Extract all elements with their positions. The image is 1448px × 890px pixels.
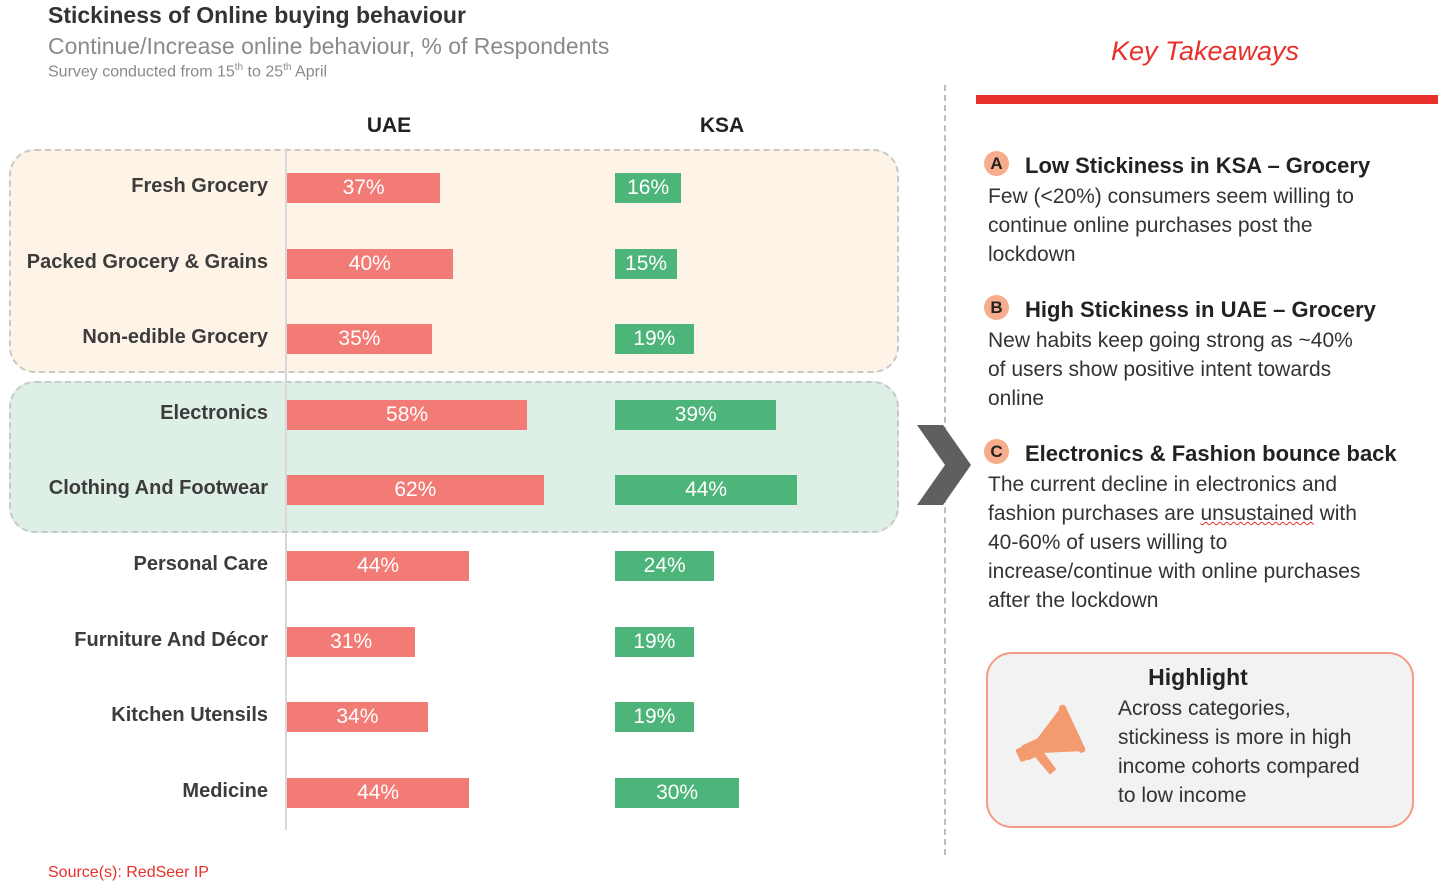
key-takeaways-underline — [976, 95, 1438, 104]
uae-bar: 31% — [287, 626, 416, 657]
bar-value-label: 58% — [386, 402, 429, 426]
bar-value-label: 44% — [357, 780, 400, 804]
bar-value-label: 37% — [342, 176, 385, 199]
chart-subtitle: Continue/Increase online behaviour, % of… — [48, 33, 610, 59]
takeaway-c-line-2-end: with — [1313, 502, 1357, 525]
category-label: Fresh Grocery — [131, 175, 268, 197]
bar-value-label: 44% — [357, 554, 400, 577]
takeaway-b-line: New habits keep going strong as ~40% — [988, 329, 1353, 352]
category-label: Medicine — [182, 779, 268, 802]
survey-note: Survey conducted from 15th to 25th April — [48, 62, 327, 81]
highlight-line: Across categories, — [1118, 697, 1291, 720]
bar-value-label: 19% — [633, 705, 676, 729]
chart-title: Stickiness of Online buying behaviour — [48, 2, 466, 28]
uae-bar: 35% — [287, 324, 432, 355]
source-note: Source(s): RedSeer IP — [48, 864, 209, 881]
takeaway-c-line: after the lockdown — [988, 589, 1159, 612]
series-header-uae: UAE — [366, 114, 412, 137]
takeaway-b-body: New habits keep going strong as ~40% of … — [988, 326, 1428, 413]
bar-value-label: 31% — [330, 629, 373, 653]
ksa-bar: 30% — [615, 777, 740, 808]
bar-value-label: 19% — [633, 629, 676, 653]
category-label: Clothing And Footwear — [48, 477, 268, 500]
uae-bar: 58% — [287, 399, 528, 430]
takeaway-c-line: 40-60% of users willing to — [988, 531, 1228, 554]
category-axis-line — [285, 148, 287, 830]
bar-value-label: 24% — [643, 554, 686, 577]
survey-mid: to 25 — [243, 63, 284, 81]
highlight-title: Highlight — [1148, 664, 1248, 690]
bar-value-label: 34% — [336, 705, 379, 729]
category-label: Furniture And Décor — [74, 628, 268, 651]
bar-value-label: 44% — [685, 478, 728, 502]
takeaway-b-line: online — [988, 387, 1045, 410]
uae-bar: 37% — [287, 173, 441, 203]
highlight-line: to low income — [1118, 784, 1247, 807]
uae-bar: 40% — [287, 248, 453, 279]
uae-bar: 34% — [287, 702, 428, 733]
key-takeaways-title: Key Takeaways — [1110, 36, 1300, 66]
group-box-grocery — [9, 149, 899, 373]
takeaway-c-body: The current decline in electronics and f… — [988, 470, 1428, 615]
bar-value-label: 40% — [348, 251, 391, 275]
ksa-bar: 15% — [615, 248, 678, 279]
category-label: Kitchen Utensils — [111, 704, 268, 727]
takeaway-c-title: Electronics & Fashion bounce back — [1025, 441, 1397, 466]
category-label: Personal Care — [133, 553, 268, 575]
series-header-ksa: KSA — [699, 114, 745, 137]
uae-bar: 44% — [287, 777, 470, 808]
highlight-line: stickiness is more in high — [1118, 726, 1352, 749]
takeaway-c-line: The current decline in electronics and — [988, 473, 1338, 496]
takeaway-b-line: of users show positive intent towards — [988, 358, 1332, 381]
highlight-line: income cohorts compared — [1118, 755, 1360, 778]
spellcheck-flagged-word: unsustained — [1200, 502, 1314, 525]
bar-value-label: 30% — [656, 780, 699, 804]
takeaway-a-line: continue online purchases post the — [988, 214, 1313, 237]
bar-value-label: 16% — [627, 176, 670, 199]
bar-value-label: 62% — [394, 478, 437, 502]
takeaway-c-line: increase/continue with online purchases — [988, 560, 1361, 583]
category-label: Packed Grocery & Grains — [26, 250, 268, 273]
highlight-body: Across categories, stickiness is more in… — [1118, 694, 1408, 810]
bar-value-label: 35% — [338, 327, 381, 351]
bar-value-label: 39% — [674, 402, 717, 426]
ksa-bar: 19% — [615, 626, 694, 657]
category-label: Non-edible Grocery — [82, 326, 268, 349]
ksa-bar: 44% — [615, 475, 798, 506]
takeaway-c-line-2: fashion purchases are unsustained with — [988, 499, 1428, 528]
ksa-bar: 19% — [615, 702, 694, 733]
ksa-bar: 19% — [615, 324, 694, 355]
takeaway-b-title: High Stickiness in UAE – Grocery — [1025, 297, 1376, 322]
megaphone-icon — [1015, 704, 1086, 775]
uae-bar: 62% — [287, 475, 544, 506]
ksa-bar: 39% — [615, 399, 777, 430]
ksa-bar: 24% — [615, 551, 715, 581]
takeaway-b-badge: B — [984, 295, 1009, 320]
chevron-right-icon — [917, 425, 971, 505]
takeaway-a-line: Few (<20%) consumers seem willing to — [988, 185, 1354, 208]
ksa-bar: 16% — [615, 173, 682, 203]
bar-value-label: 19% — [633, 327, 676, 351]
takeaway-c-badge: C — [984, 439, 1009, 464]
takeaway-a-badge: A — [984, 151, 1009, 176]
survey-prefix: Survey conducted from 15 — [48, 63, 235, 81]
survey-suffix: April — [291, 63, 328, 81]
takeaway-a-title: Low Stickiness in KSA – Grocery — [1025, 153, 1371, 178]
uae-bar: 44% — [287, 551, 470, 581]
takeaway-a-line: lockdown — [988, 243, 1076, 266]
survey-sup-1: th — [234, 62, 244, 73]
bar-value-label: 15% — [625, 251, 668, 275]
category-label: Electronics — [160, 401, 268, 424]
takeaway-a-body: Few (<20%) consumers seem willing to con… — [988, 182, 1428, 269]
takeaway-c-line-2-start: fashion purchases are — [988, 502, 1201, 525]
survey-sup-2: th — [283, 62, 292, 73]
